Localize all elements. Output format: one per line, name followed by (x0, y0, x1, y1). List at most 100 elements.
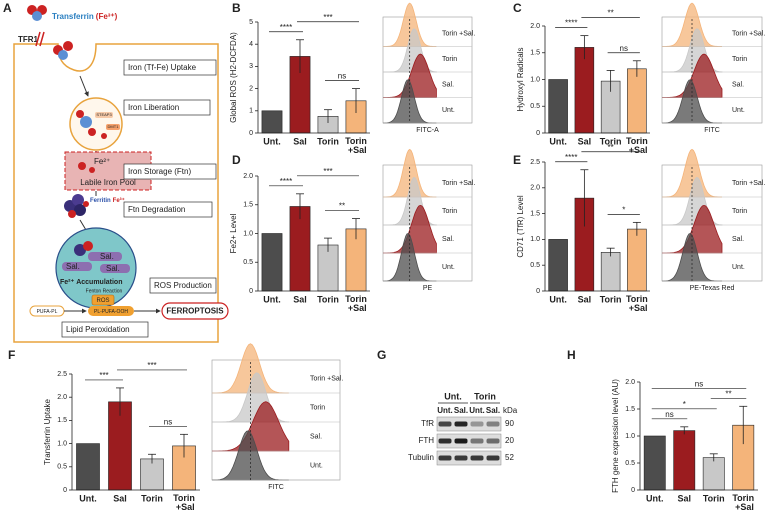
y-tick-label: 2.0 (243, 173, 253, 180)
bar (261, 110, 283, 134)
panel-letter: D (232, 153, 241, 167)
blot-band (454, 455, 468, 461)
panel-letter: C (513, 1, 522, 15)
panel-letter: G (377, 348, 386, 362)
blot-row-label: Tubulin (408, 453, 434, 462)
step: Ftn Degradation (128, 205, 185, 214)
flow-x-label: FITC (704, 127, 720, 134)
arrow (79, 219, 87, 231)
x-tick-label: Sal (113, 493, 127, 503)
transferrin-mol (58, 50, 68, 60)
x-tick-label: Torin +Sal (345, 136, 367, 155)
y-tick-label: 2.5 (530, 159, 540, 166)
flow-x-label: PE (423, 285, 433, 292)
y-tick-label: 0 (249, 130, 253, 137)
arrow (79, 75, 89, 97)
blot-row-label: FTH (418, 436, 434, 445)
iron (88, 128, 96, 136)
x-tick-label: Unt. (263, 136, 281, 146)
y-tick-label: 5 (249, 19, 253, 26)
significance-label: ns (620, 44, 628, 53)
blot-lane: Unt. (469, 406, 485, 415)
x-tick-line: Torin (345, 294, 367, 304)
y-tick-label: 1.5 (243, 202, 253, 209)
dmt1: DMT1 (108, 124, 120, 129)
blot-band (486, 421, 500, 427)
significance-label: *** (323, 167, 332, 176)
ferritin-label: Ferritin Fe³⁺ (90, 197, 125, 204)
significance-label: ** (339, 202, 345, 211)
y-tick-label: 0.5 (530, 262, 540, 269)
accumulation: Accumulation (76, 279, 122, 286)
blot-unit: kDa (503, 406, 518, 415)
panel-letter: B (232, 1, 241, 15)
x-tick-label: Torin (141, 493, 163, 503)
x-tick-line: +Sal (626, 303, 647, 313)
blot-kda: 90 (505, 419, 514, 428)
flow-label: Torin (442, 56, 457, 63)
y-axis-label: CD71 (TfR) Level (516, 195, 525, 257)
flow-label: Torin (310, 404, 325, 411)
y-tick-label: 1.0 (530, 236, 540, 243)
blot-kda: 52 (505, 453, 514, 462)
flow-histogram (662, 233, 722, 282)
y-tick-label: 2.5 (57, 371, 67, 378)
flow-label: Sal. (732, 236, 744, 243)
y-axis-label: Global ROS (H2-DCFDA) (229, 32, 238, 123)
flow-histogram (212, 343, 289, 394)
flow-label: Torin (732, 56, 747, 63)
y-tick-label: 1.0 (243, 230, 253, 237)
bar (261, 233, 283, 292)
y-tick-label: 1.0 (530, 76, 540, 83)
flow-x-label: PE-Texas Red (690, 285, 735, 292)
blot-lane: Sal. (454, 406, 468, 415)
x-tick-line: +Sal (345, 145, 366, 155)
flow-label: Sal. (442, 236, 454, 243)
step: Lipid Peroxidation (66, 325, 130, 334)
iron (101, 133, 107, 139)
blot-kda: 20 (505, 436, 514, 445)
x-tick-label: Torin (703, 493, 725, 503)
step-box (123, 99, 211, 116)
x-tick-label: Sal (578, 294, 592, 304)
significance-label: *** (99, 371, 108, 380)
y-tick-label: 3 (249, 63, 253, 70)
y-tick-label: 1.0 (57, 440, 67, 447)
transferrin-mol (32, 11, 42, 21)
y-tick-label: 0 (631, 487, 635, 494)
bar (702, 457, 725, 491)
x-tick-line: +Sal (733, 502, 754, 511)
x-tick-label: Unt. (549, 294, 567, 304)
peroxide-box (88, 306, 134, 316)
y-tick-label: 2.0 (530, 23, 540, 30)
blot-band (470, 438, 484, 444)
y-axis-label: Hydroxyl Radicals (516, 47, 525, 111)
receptor (35, 31, 45, 47)
significance-label: * (683, 400, 686, 409)
fenton: Fenton Reaction (86, 288, 123, 294)
flow-label: Unt. (732, 107, 745, 114)
significance-label: **** (565, 19, 577, 28)
blot-lane: Sal. (486, 406, 500, 415)
panel-letter: H (567, 348, 576, 362)
ferritin-cluster (64, 194, 89, 218)
bar (643, 435, 666, 491)
flow-x-label: FITC-A (416, 127, 439, 134)
x-tick-line: Torin (626, 136, 648, 146)
blot-band (438, 455, 452, 461)
significance-label: * (622, 205, 625, 214)
flow-label: Unt. (732, 264, 745, 271)
flow-label: Sal. (310, 433, 322, 440)
blot-strip (436, 450, 502, 466)
panel-letter: A (3, 1, 12, 15)
flow-label: Torin +Sal. (732, 180, 765, 187)
transferrin-iron: (Fe³⁺) (96, 12, 118, 21)
y-tick-label: 2.0 (57, 394, 67, 401)
sal-shape (100, 264, 130, 273)
flow-label: Torin +Sal. (310, 375, 343, 382)
panel-letter: F (8, 348, 15, 362)
flow-label: Sal. (442, 82, 454, 89)
step: Iron (Tf-Fe) Uptake (128, 63, 197, 72)
